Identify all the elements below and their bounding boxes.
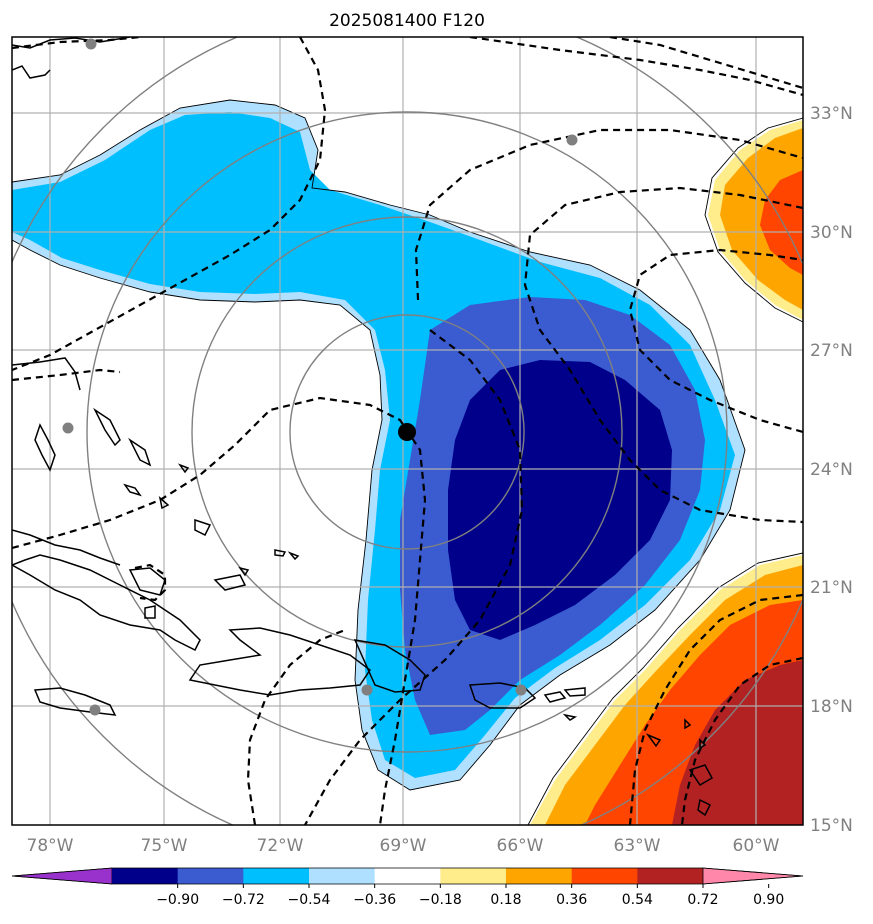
colorbar-extend-high <box>702 867 804 885</box>
lon-label: 78°W <box>27 836 74 856</box>
colorbar-tick-label: 0.18 <box>490 892 521 908</box>
contour-firebrick-se <box>672 660 803 825</box>
station-markers <box>62 38 578 716</box>
colorbar-segment <box>440 868 507 884</box>
lon-label: 75°W <box>141 836 188 856</box>
edge-ne <box>704 117 803 323</box>
colorbar-segment <box>112 868 179 884</box>
contour-redorange-ne <box>760 170 803 275</box>
lon-label: 72°W <box>257 836 304 856</box>
edge-se <box>527 552 803 825</box>
station-marker <box>566 134 578 146</box>
colorbar-extend-low <box>11 867 113 885</box>
lon-label: 69°W <box>380 836 427 856</box>
colorbar-tick-label: −0.18 <box>419 892 462 908</box>
lon-label: 60°W <box>733 836 780 856</box>
lon-label: 63°W <box>614 836 661 856</box>
colorbar-segment <box>637 868 704 884</box>
lat-label: 21°N <box>810 578 853 598</box>
colorbar-tick-label: 0.90 <box>753 892 784 908</box>
colorbar-tick-label: −0.54 <box>288 892 331 908</box>
lat-label: 33°N <box>810 104 853 124</box>
lat-label: 15°N <box>810 816 853 836</box>
colorbar-segment <box>309 868 376 884</box>
edge-lightblue <box>12 99 746 791</box>
latitude-labels: 33°N 30°N 27°N 24°N 21°N 18°N 15°N <box>810 104 853 836</box>
longitude-labels: 78°W 75°W 72°W 69°W 66°W 63°W 60°W <box>27 836 780 856</box>
range-rings <box>12 37 803 825</box>
colorbar-tick-label: −0.72 <box>222 892 265 908</box>
colorbar-segment <box>506 868 573 884</box>
station-marker <box>62 422 74 434</box>
colorbar-tick-label: −0.36 <box>353 892 396 908</box>
colorbar-frame <box>11 867 804 885</box>
colorbar-tick-label: −0.90 <box>156 892 199 908</box>
colorbar-segment <box>374 868 441 884</box>
colorbar-tick-label: 0.54 <box>622 892 653 908</box>
station-marker <box>85 38 97 50</box>
colorbar-tick-label: 0.72 <box>687 892 718 908</box>
map-title: 2025081400 F120 <box>329 11 485 31</box>
colorbar-segment <box>177 868 244 884</box>
lat-label: 24°N <box>810 460 853 480</box>
colorbar-segment <box>243 868 310 884</box>
lon-label: 66°W <box>497 836 544 856</box>
station-marker <box>515 684 527 696</box>
map-frame <box>11 36 804 826</box>
dashed-contours <box>12 37 803 825</box>
contour-navy <box>448 360 672 640</box>
lat-label: 18°N <box>810 697 853 717</box>
station-marker <box>89 704 101 716</box>
lat-label: 30°N <box>810 223 853 243</box>
colorbar-tick-label: 0.36 <box>556 892 587 908</box>
coastlines <box>12 37 714 817</box>
map-area <box>12 37 803 825</box>
colorbar-segment <box>571 868 638 884</box>
lat-label: 27°N <box>810 341 853 361</box>
station-marker <box>361 684 373 696</box>
storm-center-dot <box>398 423 416 441</box>
colorbar: −0.90 −0.72 −0.54 −0.36 −0.18 0.18 0.36 0.54 0.7… <box>11 867 804 908</box>
